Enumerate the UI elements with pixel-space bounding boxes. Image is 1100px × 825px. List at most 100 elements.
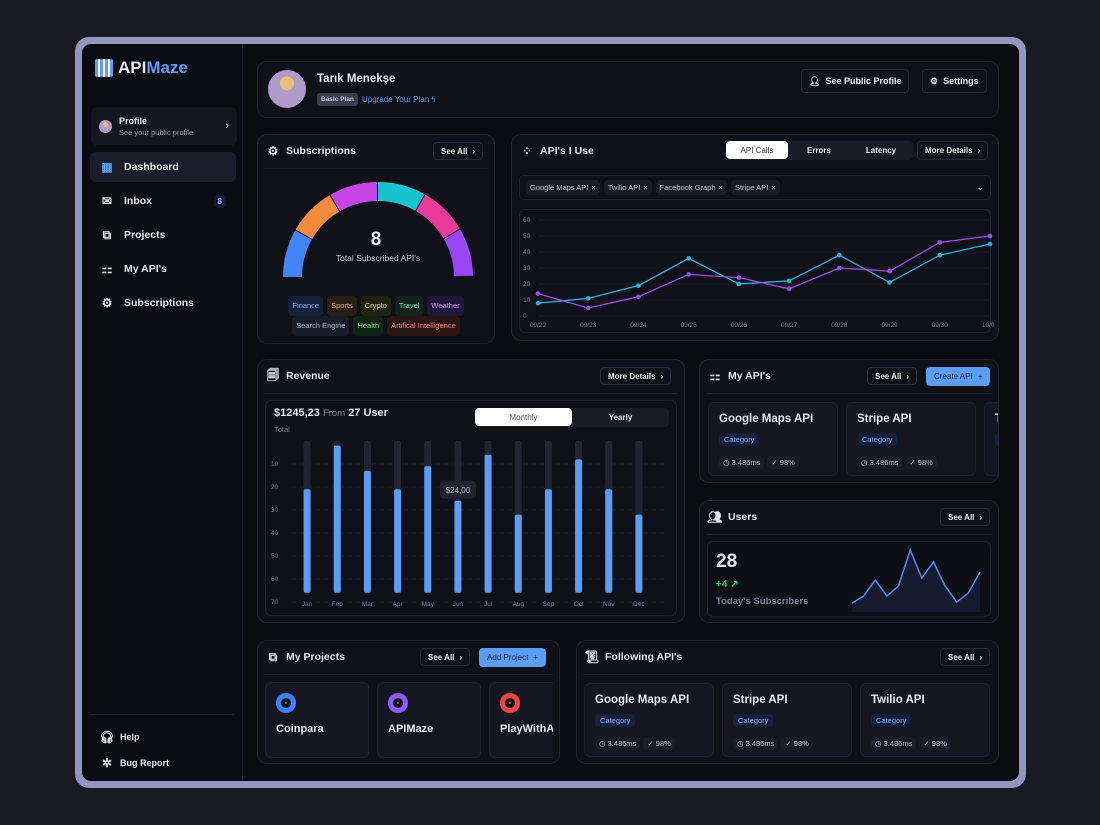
data-point[interactable]: [736, 281, 742, 287]
category-tag[interactable]: Finance: [288, 296, 324, 316]
data-point[interactable]: [887, 280, 892, 285]
data-point[interactable]: [937, 240, 943, 245]
uptime-metric: ✓ 98%: [919, 737, 951, 750]
logo[interactable]: API Maze: [95, 58, 188, 78]
plus-icon: +: [977, 372, 983, 381]
bar-mar[interactable]: [363, 470, 371, 593]
see-all-button[interactable]: See All ›: [433, 142, 484, 160]
sidebar-item-myapis[interactable]: ⚏ My API's: [101, 262, 167, 276]
tab-errors[interactable]: Errors: [806, 145, 831, 155]
sidebar-item-help[interactable]: 🎧︎ Help: [99, 730, 140, 744]
category-tag[interactable]: Crypto: [360, 296, 391, 316]
category-tag[interactable]: Search Engine: [292, 316, 350, 336]
see-all-button[interactable]: See All ›: [420, 648, 471, 666]
remove-chip-icon[interactable]: ×: [643, 183, 648, 192]
sidebar-item-inbox[interactable]: ✉ Inbox 8: [90, 186, 236, 216]
more-details-button[interactable]: More Details ›: [917, 141, 989, 160]
sidebar-item-subscriptions[interactable]: ⚙ Subscriptions: [101, 296, 195, 310]
data-point[interactable]: [837, 252, 842, 258]
users-panel: 28 +4 ↗ Today's Subscribers: [707, 541, 991, 617]
see-all-button[interactable]: See All ›: [940, 508, 991, 526]
remove-chip-icon[interactable]: ×: [591, 183, 596, 192]
category-tag[interactable]: Weather: [427, 296, 464, 316]
data-point[interactable]: [636, 294, 641, 300]
tab-api-calls[interactable]: API Calls: [726, 141, 788, 159]
project-card[interactable]: PlayWithAPI: [489, 682, 553, 758]
create-api-button[interactable]: Create API +: [926, 367, 991, 386]
see-all-button[interactable]: See All ›: [867, 367, 918, 385]
data-point[interactable]: [736, 275, 742, 280]
api-card[interactable]: Stripe API Category ◷ 3.486ms ✓ 98%: [846, 402, 976, 476]
category-badge: Category: [719, 433, 760, 446]
sidebar-item-dashboard[interactable]: ▦ Dashboard: [90, 152, 236, 182]
data-point[interactable]: [786, 278, 792, 284]
profile-link[interactable]: Profile See your public profile ›: [91, 107, 237, 145]
chevron-down-icon[interactable]: ⌄: [976, 182, 984, 192]
data-point[interactable]: [686, 256, 691, 261]
check-icon: ✓: [771, 458, 780, 467]
see-all-button[interactable]: See All ›: [940, 648, 991, 666]
api-card[interactable]: Stripe API Category ◷ 3.486ms ✓ 98%: [722, 683, 852, 757]
api-card[interactable]: Twilio API Category ◷ 3.486ms ✓ 98%: [860, 683, 990, 757]
bar-aug[interactable]: [514, 514, 522, 593]
public-profile-button[interactable]: 👤︎ See Public Profile: [801, 69, 910, 93]
inbox-icon: ✉: [101, 194, 113, 208]
api-card[interactable]: Google Maps API Category ◷ 3.486ms ✓ 98%: [708, 402, 838, 476]
data-point[interactable]: [837, 265, 842, 271]
remove-chip-icon[interactable]: ×: [718, 183, 723, 192]
add-project-button[interactable]: Add Project +: [479, 648, 547, 667]
data-point[interactable]: [937, 252, 943, 258]
y-tick-label: 30: [271, 507, 279, 514]
upgrade-link[interactable]: Upgrade Your Plan ϟ: [362, 95, 436, 104]
category-tag[interactable]: Health: [353, 316, 384, 336]
bar-jul[interactable]: [484, 454, 492, 593]
toggle-yearly[interactable]: Yearly: [608, 412, 633, 422]
project-logo-icon: [500, 693, 520, 713]
data-point[interactable]: [987, 233, 993, 239]
tab-latency[interactable]: Latency: [865, 145, 897, 155]
more-details-button[interactable]: More Details ›: [600, 367, 672, 385]
settings-button[interactable]: ⚙ Settings: [922, 69, 987, 93]
chevron-right-icon: ›: [472, 146, 476, 156]
bar-dec[interactable]: [635, 514, 643, 593]
bolt-icon: ϟ: [431, 95, 436, 104]
x-tick-label: 09/22: [530, 322, 547, 329]
category-tag[interactable]: Sports: [327, 296, 357, 316]
data-point[interactable]: [585, 296, 591, 301]
data-point[interactable]: [636, 283, 641, 288]
headset-icon: 🎧︎: [99, 730, 115, 744]
toggle-monthly[interactable]: Monthly: [475, 408, 572, 426]
project-card[interactable]: APIMaze: [377, 682, 481, 758]
bar-oct[interactable]: [575, 459, 583, 593]
category-tag[interactable]: Travel: [394, 296, 424, 316]
category-badge: Category: [733, 714, 774, 727]
sidebar-item-projects[interactable]: ⧉ Projects: [90, 220, 236, 250]
series-line: [537, 235, 991, 309]
data-point[interactable]: [786, 286, 792, 292]
project-card[interactable]: Coinpara: [265, 682, 369, 758]
total-count: 8: [370, 229, 382, 250]
bar-apr[interactable]: [394, 489, 402, 593]
api-card[interactable]: TC: [984, 402, 998, 476]
bar-may[interactable]: [424, 466, 432, 593]
uptime-metric: ✓ 98%: [905, 456, 937, 469]
api-card[interactable]: Google Maps API Category ◷ 3.486ms ✓ 98%: [584, 683, 714, 757]
bar-nov[interactable]: [605, 489, 613, 593]
data-point[interactable]: [686, 272, 691, 277]
sparkline-line: [851, 547, 981, 604]
sidebar-item-bug-report[interactable]: ✲ Bug Report: [101, 756, 169, 770]
bar-jun[interactable]: [454, 500, 462, 593]
bar-jan[interactable]: [303, 489, 311, 593]
data-point[interactable]: [535, 300, 541, 306]
remove-chip-icon[interactable]: ×: [771, 183, 776, 192]
api-filter-select[interactable]: Google Maps API × Twilio API × Facebook Grap…: [519, 175, 991, 200]
bar-feb[interactable]: [333, 445, 341, 593]
data-point[interactable]: [887, 268, 892, 274]
bar-sep[interactable]: [544, 489, 552, 593]
category-tag[interactable]: Artifical Intelligence: [387, 316, 460, 336]
data-point[interactable]: [987, 241, 993, 247]
data-point[interactable]: [585, 305, 591, 311]
divider: [706, 534, 992, 535]
users-sparkline: [851, 547, 981, 612]
data-point[interactable]: [535, 291, 541, 296]
